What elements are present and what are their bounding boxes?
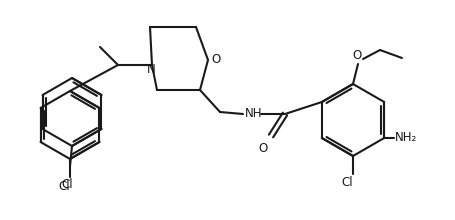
- Text: Cl: Cl: [341, 176, 353, 189]
- Text: O: O: [258, 142, 268, 155]
- Text: N: N: [147, 62, 155, 75]
- Text: O: O: [211, 53, 220, 66]
- Text: Cl: Cl: [58, 180, 70, 193]
- Text: NH: NH: [245, 106, 263, 119]
- Text: Cl: Cl: [61, 178, 73, 191]
- Text: O: O: [352, 49, 362, 62]
- Text: NH₂: NH₂: [395, 130, 417, 143]
